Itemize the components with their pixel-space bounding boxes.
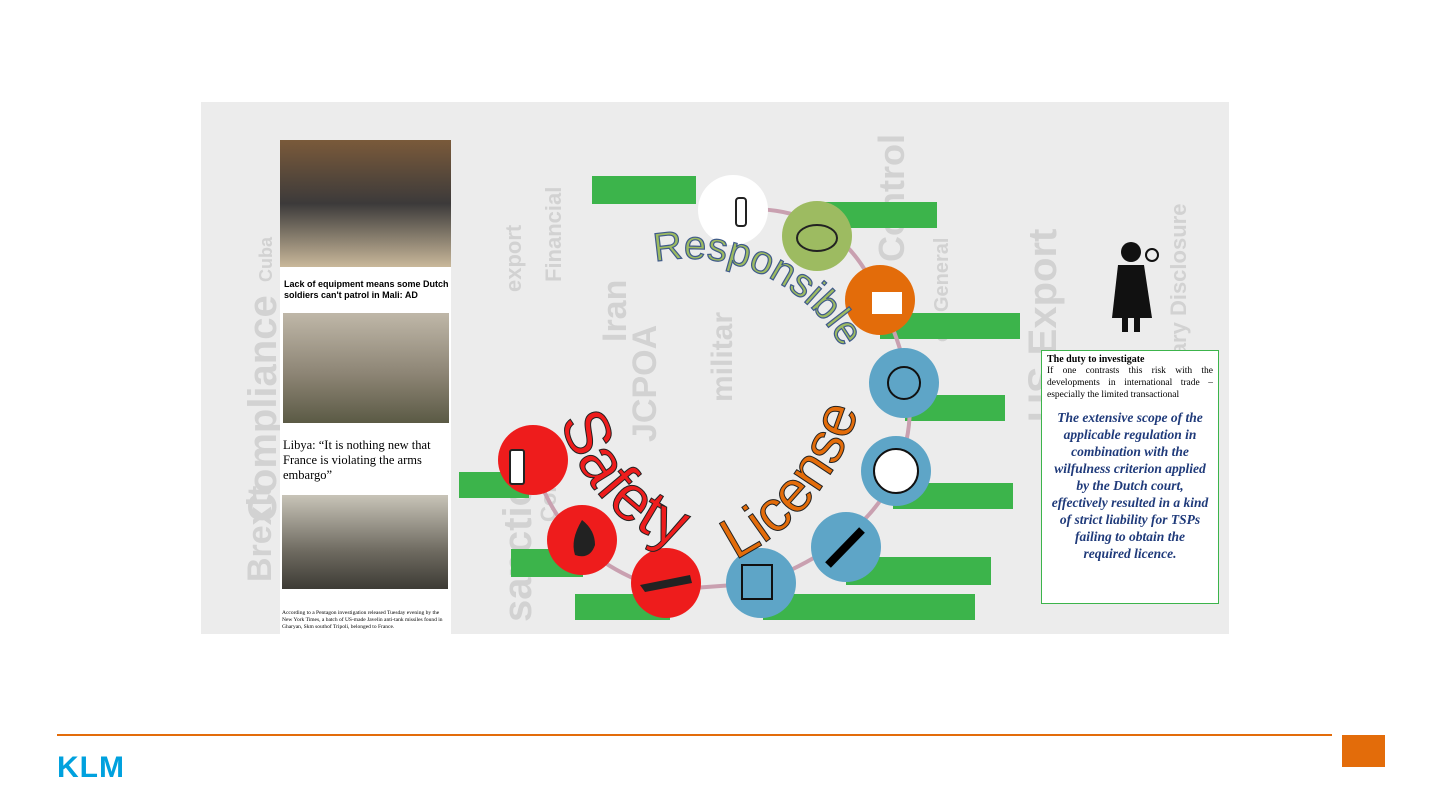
- quote-heading: The duty to investigate: [1047, 354, 1145, 365]
- bar: [763, 594, 975, 620]
- quote-text: The extensive scope of the applicable re…: [1051, 410, 1209, 561]
- news-column: Lack of equipment means some Dutch soldi…: [280, 140, 451, 634]
- headline: Libya: “It is nothing new that France is…: [283, 438, 431, 482]
- photo: [283, 313, 449, 423]
- quote-box: The duty to investigate If one contrasts…: [1041, 350, 1219, 604]
- icons: [498, 175, 939, 618]
- page-marker: [1342, 735, 1385, 767]
- investigator-icon: [1112, 242, 1159, 332]
- caption: According to a Pentagon investigation re…: [282, 610, 443, 630]
- logo: KLM: [57, 751, 125, 784]
- photo: [282, 495, 448, 589]
- bar: [592, 176, 696, 204]
- quote-body: If one contrasts this risk with the deve…: [1047, 366, 1213, 400]
- headline: Lack of equipment means some Dutch soldi…: [284, 279, 449, 300]
- footer-line: [57, 734, 1332, 736]
- photo: [280, 140, 451, 267]
